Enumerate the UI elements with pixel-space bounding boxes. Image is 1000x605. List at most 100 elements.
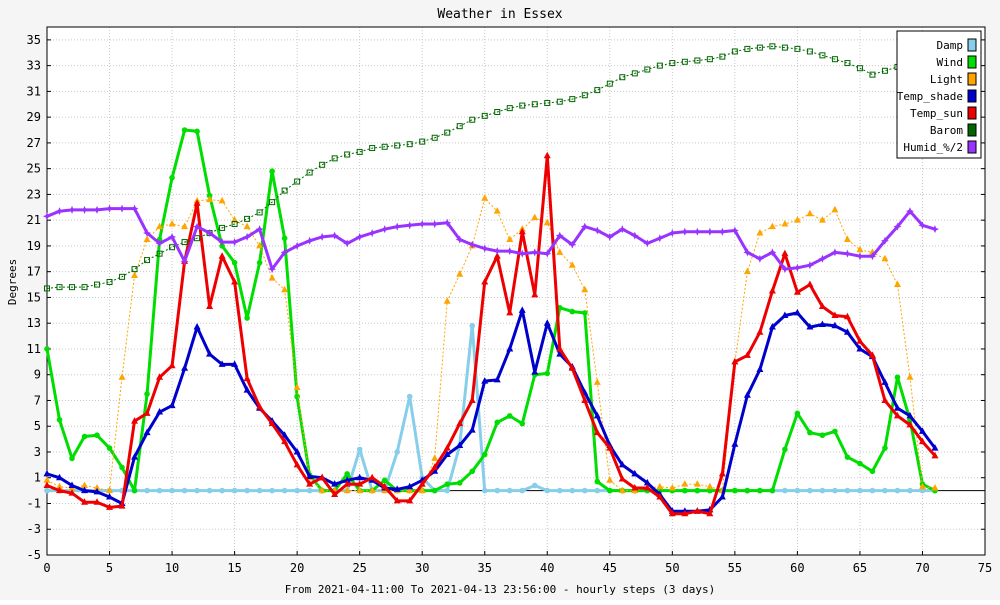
data-point (569, 308, 576, 315)
data-point (155, 239, 164, 248)
data-point (681, 58, 688, 65)
data-point (256, 209, 263, 216)
data-point (244, 215, 251, 222)
data-point (531, 213, 539, 221)
data-point (705, 227, 714, 236)
data-point (43, 476, 51, 483)
series-humid-2 (43, 204, 939, 274)
data-point (169, 174, 175, 181)
data-point (856, 245, 864, 253)
data-point (782, 487, 788, 494)
data-point (443, 444, 451, 451)
data-point (181, 487, 188, 494)
data-point (456, 123, 463, 130)
data-point (581, 396, 589, 403)
data-point (831, 321, 839, 329)
data-point (81, 481, 89, 488)
y-tick-label: 21 (27, 213, 41, 227)
data-point (918, 482, 926, 490)
data-point (555, 231, 564, 240)
data-point (506, 235, 514, 242)
data-point (706, 509, 714, 517)
data-point (144, 257, 151, 264)
data-point (431, 454, 439, 461)
data-point (519, 420, 526, 427)
data-point (44, 285, 50, 292)
data-point (206, 487, 213, 494)
y-tick-label: 11 (27, 342, 41, 356)
data-point (206, 302, 214, 309)
data-point (156, 222, 164, 230)
data-point (606, 444, 614, 451)
data-point (531, 482, 538, 489)
data-point (755, 254, 764, 263)
legend-swatch (967, 38, 977, 52)
data-point (806, 209, 814, 217)
data-point (506, 413, 513, 419)
data-point (419, 138, 426, 145)
data-point (94, 281, 101, 288)
data-point (744, 487, 751, 494)
data-point (468, 396, 476, 403)
data-point (782, 446, 788, 453)
data-point (243, 222, 251, 230)
data-point (568, 240, 577, 249)
data-point (506, 105, 513, 112)
data-point (393, 496, 401, 504)
data-point (544, 370, 551, 377)
data-point (231, 259, 238, 266)
data-point (144, 391, 150, 397)
data-point (819, 487, 826, 494)
x-tick-label: 35 (478, 561, 492, 575)
data-point (831, 56, 838, 63)
data-point (581, 285, 589, 293)
data-point (931, 484, 939, 491)
data-point (756, 229, 764, 236)
data-point (668, 509, 676, 517)
data-point (243, 386, 251, 393)
data-point (219, 487, 225, 494)
data-point (106, 486, 114, 494)
data-point (393, 222, 402, 231)
data-point (844, 487, 851, 494)
data-point (793, 288, 801, 295)
data-point (768, 222, 776, 230)
y-tick-label: -1 (27, 496, 41, 510)
data-point (56, 486, 64, 494)
data-point (743, 267, 751, 275)
y-tick-label: 3 (34, 445, 41, 459)
data-point (580, 222, 589, 231)
data-point (256, 402, 264, 410)
data-point (406, 482, 414, 490)
data-point (305, 236, 314, 245)
data-point (668, 484, 676, 491)
x-tick-label: 60 (790, 561, 804, 575)
legend-label: Humid_%/2 (903, 141, 963, 154)
data-point (656, 482, 664, 490)
data-point (869, 468, 876, 475)
data-point (293, 460, 301, 468)
data-point (269, 168, 275, 175)
x-tick-label: 25 (352, 561, 366, 575)
data-point (781, 311, 789, 318)
data-point (756, 328, 764, 335)
data-point (169, 487, 175, 494)
data-point (581, 92, 588, 99)
x-tick-label: 0 (43, 561, 50, 575)
data-point (681, 480, 689, 487)
data-point (881, 396, 889, 403)
data-point (907, 487, 913, 494)
y-tick-label: 7 (34, 393, 41, 407)
y-tick-label: 27 (27, 136, 41, 150)
data-point (243, 232, 252, 241)
data-point (156, 250, 163, 257)
data-point (830, 248, 839, 257)
legend-swatch (967, 72, 977, 86)
data-point (656, 493, 664, 500)
data-point (769, 43, 776, 50)
data-point (818, 302, 826, 309)
data-point (418, 220, 427, 229)
data-point (406, 486, 414, 494)
data-point (581, 310, 588, 316)
